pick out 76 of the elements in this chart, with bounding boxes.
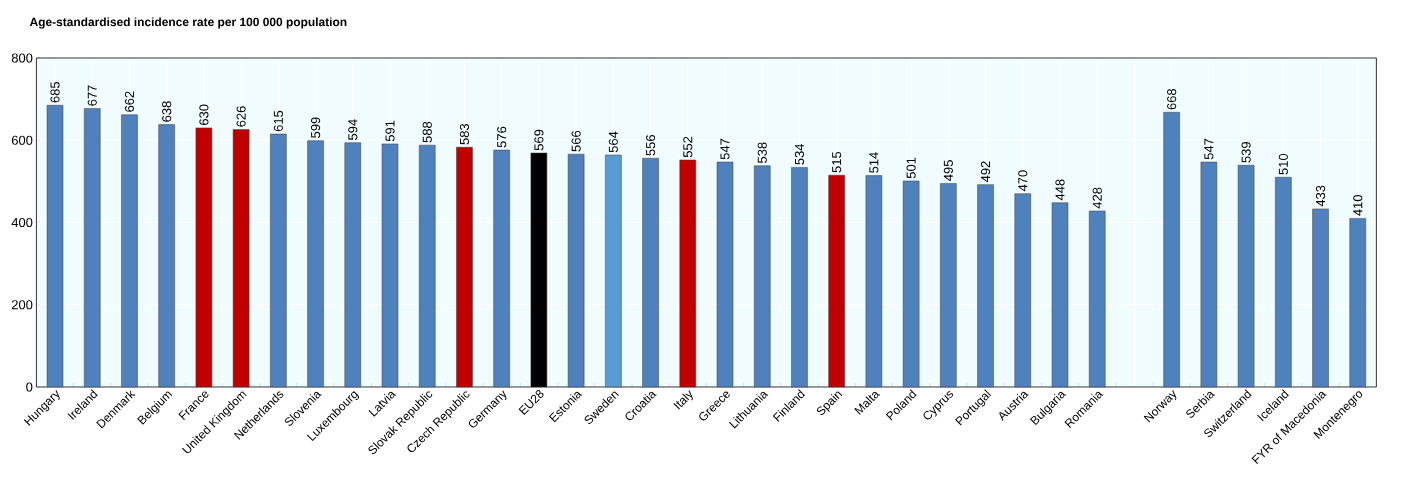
- bar: [679, 159, 697, 388]
- y-axis-title: Age-standardised incidence rate per 100 000 population: [29, 17, 347, 29]
- data-label: 515: [832, 151, 842, 173]
- bar: [716, 161, 734, 388]
- data-label: 630: [199, 104, 209, 125]
- y-tick-label: 200: [11, 300, 33, 310]
- bar: [1014, 193, 1032, 388]
- data-label: 599: [310, 117, 321, 138]
- bar: [418, 144, 436, 388]
- data-label: 547: [1204, 138, 1214, 160]
- data-label: 677: [87, 85, 97, 106]
- bar: [83, 108, 101, 388]
- data-label: 501: [906, 157, 916, 179]
- bar: [270, 133, 287, 388]
- bar: [46, 105, 64, 388]
- data-label: 615: [273, 110, 283, 132]
- data-label: 433: [1315, 185, 1326, 207]
- data-label: 685: [50, 81, 60, 103]
- bar: [865, 175, 883, 388]
- data-label: 583: [459, 123, 470, 145]
- data-label: 547: [720, 138, 730, 160]
- data-label: 538: [757, 142, 767, 163]
- bar: [1200, 161, 1218, 388]
- y-tick-label: 0: [26, 382, 33, 392]
- bar: [902, 180, 920, 388]
- data-label: 626: [236, 106, 246, 127]
- bar: [567, 153, 585, 388]
- data-label: 569: [534, 129, 544, 151]
- bar: [828, 174, 845, 388]
- bar: [977, 184, 994, 388]
- y-tick-label: 800: [11, 53, 33, 63]
- bar: [121, 114, 138, 388]
- bar: [605, 154, 622, 388]
- bar: [642, 158, 659, 388]
- bar: [381, 143, 399, 388]
- bar: [1349, 218, 1367, 388]
- bar: [1163, 112, 1180, 388]
- bar: [232, 129, 250, 388]
- bar: [753, 165, 771, 388]
- bar: [1051, 202, 1069, 388]
- bar: [493, 149, 510, 388]
- data-label: 564: [608, 131, 618, 153]
- y-tick-label: 600: [11, 135, 33, 145]
- data-label: 448: [1055, 179, 1065, 201]
- bar: [307, 140, 324, 388]
- data-label: 428: [1092, 187, 1102, 209]
- data-label: 495: [943, 160, 953, 181]
- bar: [1237, 165, 1255, 388]
- data-label: 638: [162, 101, 172, 122]
- data-label: 470: [1018, 170, 1028, 192]
- data-label: 514: [869, 152, 879, 173]
- bar: [1088, 210, 1106, 388]
- bar: [791, 167, 808, 388]
- bar: [1312, 208, 1329, 388]
- y-tick-label: 400: [11, 217, 33, 228]
- data-label: 492: [980, 161, 991, 183]
- data-label: 552: [683, 136, 693, 158]
- bar: [1275, 177, 1292, 388]
- x-tick-label: Italy: [673, 390, 693, 410]
- bar: [940, 183, 957, 388]
- data-label: 576: [497, 126, 507, 148]
- bar: [344, 142, 362, 388]
- data-label: 668: [1167, 88, 1177, 110]
- bar: [158, 124, 175, 388]
- data-label: 410: [1353, 195, 1363, 216]
- data-label: 556: [645, 135, 656, 156]
- data-label: 534: [794, 143, 805, 165]
- data-label: 662: [124, 91, 135, 112]
- data-label: 539: [1241, 142, 1251, 163]
- data-label: 588: [422, 121, 432, 143]
- bar: [456, 146, 473, 388]
- data-label: 566: [571, 130, 581, 152]
- data-label: 594: [348, 119, 358, 140]
- data-label: 510: [1278, 153, 1288, 175]
- data-label: 591: [385, 120, 395, 142]
- bar: [195, 127, 213, 388]
